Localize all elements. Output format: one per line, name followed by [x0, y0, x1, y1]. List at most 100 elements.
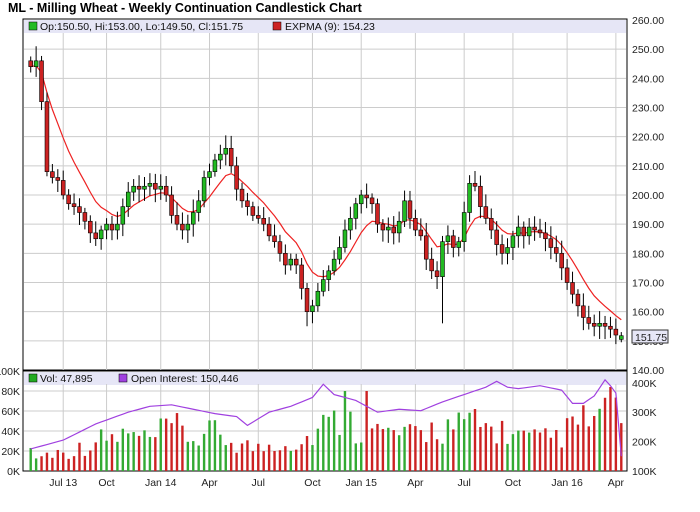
price-axis-tick-label: 210.00 — [632, 161, 664, 173]
candle-body — [369, 197, 375, 205]
volume-bar — [490, 426, 493, 471]
candle-body — [33, 60, 39, 67]
volume-bar — [354, 443, 357, 471]
volume-bar — [78, 442, 81, 471]
volume-bar — [327, 416, 330, 471]
candle-body — [256, 215, 261, 219]
candle-body — [548, 238, 554, 248]
candle-body — [499, 244, 505, 254]
candle-body — [489, 218, 494, 231]
volume-bar — [452, 429, 455, 471]
candle-body — [44, 101, 50, 172]
candle-body — [434, 270, 440, 277]
price-axis-tick-label: 190.00 — [632, 219, 664, 231]
volume-bar — [495, 443, 498, 471]
candle-body — [472, 183, 478, 187]
volume-axis-tick-label: 80K — [1, 386, 20, 398]
candle-body — [212, 159, 218, 172]
candle-body — [142, 185, 147, 190]
candle-body — [136, 185, 142, 190]
volume-bar — [251, 451, 255, 471]
volume-bar — [473, 409, 477, 471]
candle-body — [180, 223, 185, 231]
candle-body — [619, 335, 624, 340]
candle-body — [299, 264, 304, 289]
volume-legend-band — [24, 372, 626, 385]
volume-bar — [560, 447, 563, 471]
x-axis-tick-label: Jul 13 — [49, 477, 77, 489]
candle-body — [98, 229, 104, 240]
candle-body — [304, 288, 310, 312]
last-price-label: 151.75 — [635, 332, 667, 344]
volume-bar — [603, 397, 607, 471]
volume-bar — [40, 456, 43, 471]
volume-bar — [246, 440, 249, 471]
x-axis-tick-label: Oct — [304, 477, 320, 489]
volume-bar — [593, 415, 596, 471]
volume-bar — [468, 412, 471, 471]
volume-bar — [446, 419, 450, 471]
candle-body — [93, 232, 98, 240]
candle-body — [440, 241, 445, 277]
candle-body — [223, 148, 229, 155]
chart-title: ML - Milling Wheat - Weekly Continuation… — [8, 1, 362, 15]
price-legend-band — [24, 20, 626, 33]
candle-body — [575, 293, 581, 307]
volume-bar — [381, 429, 385, 471]
candle-body — [543, 232, 548, 240]
volume-bar — [154, 437, 157, 471]
candle-body — [120, 206, 126, 225]
candle-body — [60, 180, 66, 196]
volume-bar — [349, 411, 352, 471]
volume-bar — [533, 429, 536, 471]
candle-body — [342, 229, 348, 248]
candle-body — [331, 258, 337, 272]
candle-body — [429, 258, 434, 272]
volume-bar — [430, 422, 433, 471]
candle-body — [28, 60, 33, 67]
candle-body — [115, 223, 120, 231]
ema-legend-swatch — [272, 21, 282, 31]
candle-body — [407, 200, 413, 219]
volume-bar — [587, 426, 590, 471]
candle-body — [158, 185, 163, 190]
volume-bar — [479, 426, 482, 471]
candle-body — [174, 215, 180, 225]
candle-body — [358, 194, 364, 205]
volume-bar — [403, 426, 406, 471]
open-interest-layer — [30, 378, 622, 457]
open-interest-axis-tick-label: 400K — [632, 378, 657, 390]
volume-axis-tick-label: 100K — [0, 366, 20, 378]
volume-bar — [360, 442, 363, 471]
candle-body — [554, 247, 559, 254]
ohlc-legend-text: Op:150.50, Hi:153.00, Lo:149.50, Cl:151.… — [40, 21, 243, 33]
price-axis-tick-label: 250.00 — [632, 44, 664, 56]
candle-layer — [28, 46, 624, 345]
vol-legend-text: Vol: 47,895 — [40, 373, 93, 385]
candle-body — [55, 177, 61, 181]
axis-layer: 140.00150.00160.00170.00180.00190.00200.… — [0, 15, 664, 489]
volume-bar — [34, 458, 38, 471]
open-interest-line — [30, 378, 622, 457]
volume-bar — [62, 452, 65, 471]
candle-body — [494, 229, 499, 245]
candle-body — [163, 185, 169, 196]
volume-bar — [555, 429, 558, 471]
volume-bar — [620, 423, 623, 471]
ema-legend-text: EXPMA (9): 154.23 — [285, 21, 375, 33]
volume-bar — [571, 416, 574, 471]
volume-bar — [419, 430, 423, 471]
candle-body — [418, 229, 424, 237]
volume-bar — [322, 414, 325, 471]
candle-body — [71, 203, 77, 207]
volume-bar — [105, 440, 108, 471]
volume-bar — [164, 418, 168, 471]
candle-body — [125, 191, 131, 207]
candle-body — [88, 220, 93, 234]
volume-bar — [332, 410, 336, 471]
candle-body — [261, 218, 266, 225]
volume-bar — [484, 423, 488, 471]
volume-bar — [219, 434, 222, 471]
candle-body — [396, 220, 402, 234]
